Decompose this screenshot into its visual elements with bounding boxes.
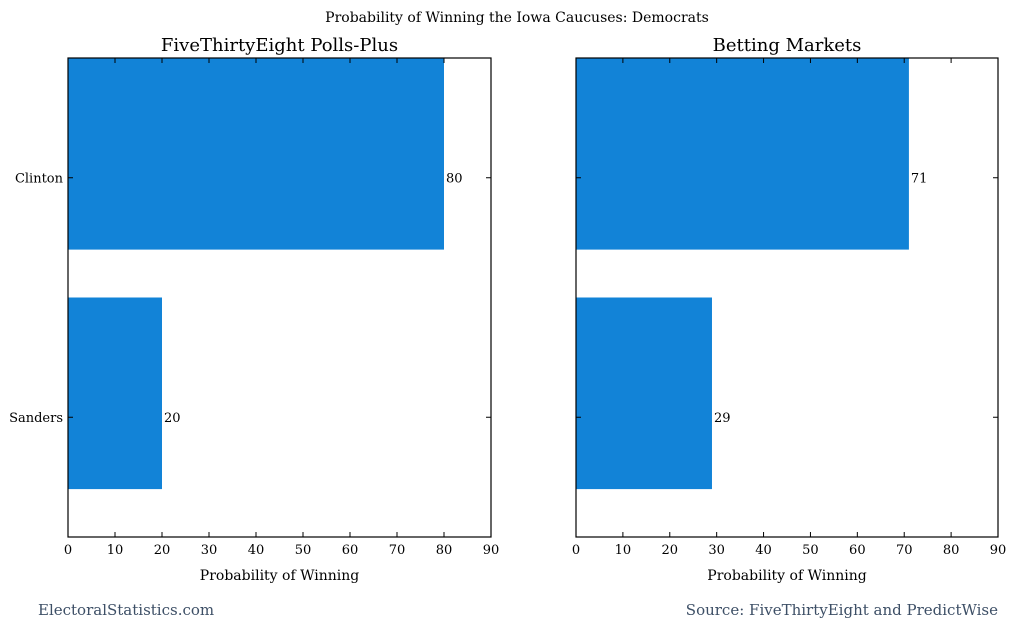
x-tick-label: 10	[107, 543, 124, 558]
bar-clinton	[576, 58, 909, 250]
x-axis-label: Probability of Winning	[707, 568, 866, 584]
data-label-clinton: 80	[446, 171, 463, 186]
y-tick-label-sanders: Sanders	[9, 411, 63, 426]
x-tick-label: 40	[248, 543, 265, 558]
x-tick-label: 20	[154, 543, 171, 558]
data-label-clinton: 71	[911, 171, 928, 186]
x-tick-label: 20	[662, 543, 679, 558]
x-tick-label: 10	[615, 543, 632, 558]
y-tick-label-clinton: Clinton	[15, 171, 64, 186]
bar-sanders	[68, 297, 162, 490]
x-tick-label: 70	[389, 543, 406, 558]
data-label-sanders: 20	[164, 411, 181, 426]
x-tick-label: 80	[943, 543, 960, 558]
footer-source-credit: Source: FiveThirtyEight and PredictWise	[686, 601, 998, 619]
x-tick-label: 0	[64, 543, 72, 558]
x-tick-label: 0	[572, 543, 580, 558]
data-label-sanders: 29	[714, 411, 731, 426]
bar-sanders	[576, 297, 712, 490]
x-tick-label: 90	[483, 543, 500, 558]
chart-title: FiveThirtyEight Polls-Plus	[161, 35, 398, 56]
x-tick-label: 30	[201, 543, 218, 558]
x-tick-label: 60	[342, 543, 359, 558]
chart-title: Betting Markets	[713, 35, 862, 56]
bar-clinton	[68, 58, 444, 250]
chart-panel-betting-markets: Betting Markets 71 29 0 10 20 30 40 50 60 70 80 90 Pr…	[572, 35, 1006, 584]
x-axis-label: Probability of Winning	[200, 568, 359, 584]
x-tick-label: 60	[849, 543, 866, 558]
x-tick-label: 70	[896, 543, 913, 558]
axes-frame	[575, 57, 999, 538]
footer-site-credit: ElectoralStatistics.com	[38, 601, 214, 619]
axes-frame	[67, 57, 492, 538]
x-tick-label: 30	[708, 543, 725, 558]
x-tick-label: 40	[755, 543, 772, 558]
x-tick-label: 90	[990, 543, 1007, 558]
x-tick-label: 80	[436, 543, 453, 558]
chart-panel-polls-plus: FiveThirtyEight Polls-Plus 80 Clinton 20 San…	[9, 35, 499, 584]
x-tick-label: 50	[295, 543, 312, 558]
figure-suptitle: Probability of Winning the Iowa Caucuses…	[325, 10, 709, 26]
x-tick-label: 50	[802, 543, 819, 558]
